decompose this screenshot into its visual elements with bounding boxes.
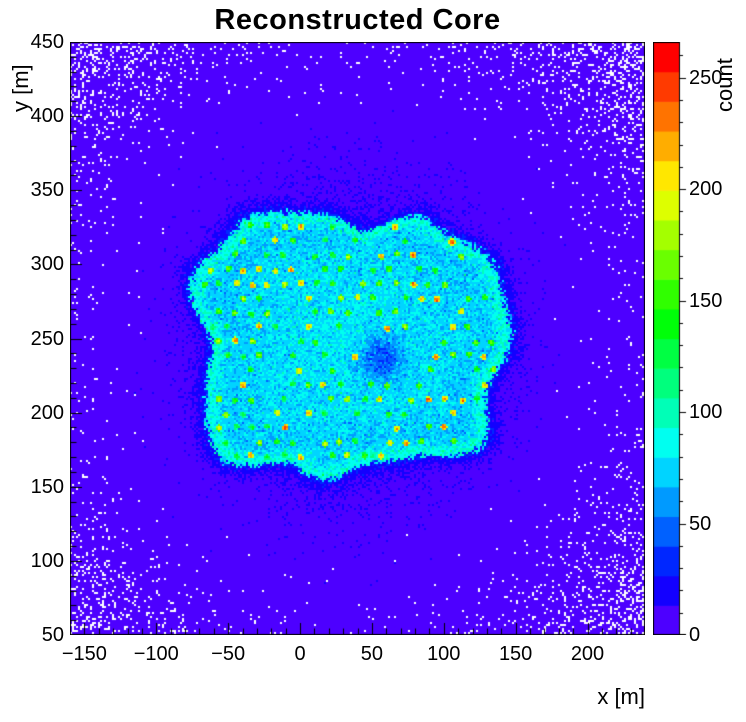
x-tick-label: 150 — [498, 643, 533, 665]
y-tick-label: 50 — [41, 624, 64, 646]
colorbar-tick-label: 250 — [689, 66, 723, 89]
colorbar-canvas — [653, 42, 693, 635]
y-tick-label: 100 — [30, 549, 64, 572]
y-tick-label: 250 — [30, 327, 64, 350]
y-tick-label: 450 — [30, 31, 64, 53]
x-tick-label: 0 — [294, 643, 306, 665]
y-tick-label: 150 — [30, 475, 64, 498]
colorbar-tick-label: 100 — [689, 401, 723, 424]
x-tick-label: 200 — [570, 643, 605, 665]
y-axis-title: y [m] — [8, 64, 33, 112]
x-tick-label: −150 — [61, 643, 107, 665]
x-tick-label: 100 — [427, 643, 461, 665]
colorbar-tick-label: 200 — [689, 178, 723, 201]
colorbar-tick-label: 50 — [689, 512, 712, 535]
y-tick-label: 400 — [30, 105, 64, 128]
colorbar-tick-label: 150 — [689, 289, 723, 312]
x-tick-label: 50 — [360, 643, 383, 665]
y-tick-label: 200 — [30, 401, 64, 424]
colorbar-title: count — [712, 58, 737, 112]
y-tick-label: 350 — [30, 179, 64, 202]
heatmap-canvas — [70, 42, 645, 635]
x-tick-label: −50 — [211, 643, 246, 665]
colorbar-tick-label: 0 — [689, 624, 701, 646]
x-axis-title: x [m] — [597, 684, 645, 709]
x-tick-label: −100 — [133, 643, 179, 665]
y-tick-label: 300 — [30, 253, 64, 276]
chart-title: Reconstructed Core — [214, 4, 501, 36]
